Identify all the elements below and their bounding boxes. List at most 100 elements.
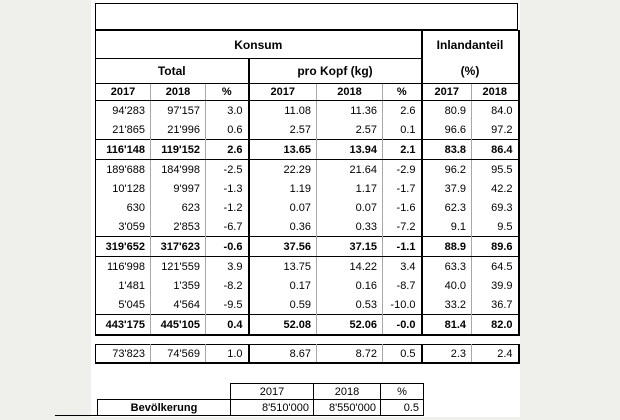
cell: 8.67: [247, 344, 317, 363]
cell: 0.36: [247, 217, 317, 237]
cell: 73'823: [112, 347, 145, 360]
cell: -8.7: [382, 276, 422, 295]
konsum-header: Konsum: [95, 30, 422, 59]
cell: 96.6: [420, 120, 472, 140]
cell: 2.1: [382, 139, 422, 160]
cell: 443'175: [95, 314, 151, 335]
cell: 2.3: [420, 344, 472, 363]
total-header: Total: [95, 58, 249, 84]
cell: 81.4: [420, 314, 472, 335]
cell: 1.19: [247, 179, 317, 198]
cell: 3'059: [118, 220, 145, 233]
table-row: 116'148 119'152 2.6 13.65 13.94 2.1 83.8 86.4: [95, 139, 519, 160]
cell: 96.2: [420, 159, 472, 179]
cell: -10.0: [382, 295, 422, 315]
cell: 0.6: [205, 120, 249, 140]
cell: 11.36: [316, 100, 383, 120]
cell: -0.0: [382, 314, 422, 335]
cell: 39.9: [471, 276, 519, 295]
cropped-border-segment: [55, 415, 97, 416]
cell: 3.9: [205, 256, 249, 276]
cell: 317'623: [150, 236, 206, 257]
cell: 1.17: [316, 179, 383, 198]
cell: -9.5: [205, 295, 249, 315]
cell: 22.29: [247, 159, 317, 179]
cell: 88.9: [420, 236, 472, 257]
cell: 36.7: [471, 295, 519, 315]
cell: 119'152: [150, 139, 206, 160]
cell: 116'998: [107, 260, 145, 273]
cell: 0.33: [316, 217, 383, 237]
cell: 89.6: [471, 236, 519, 257]
cell: 74'569: [150, 344, 206, 363]
cell: 623: [150, 198, 206, 217]
cell: 37.15: [316, 236, 383, 257]
group-header-row: Konsum Inlandanteil: [95, 30, 519, 59]
cell: 10'128: [112, 182, 145, 195]
cell: -1.6: [382, 198, 422, 217]
cell: 14.22: [316, 256, 383, 276]
cell: 8'550'000: [313, 399, 381, 416]
cell: 3.0: [205, 100, 249, 120]
cell: -1.7: [382, 179, 422, 198]
cell: 13.65: [247, 139, 317, 160]
cell: 9.1: [420, 217, 472, 237]
population-label: Bevölkerung: [97, 399, 231, 416]
cell: -2.5: [205, 159, 249, 179]
cell: 1'359: [150, 276, 206, 295]
cell: 9'997: [150, 179, 206, 198]
cell: 64.5: [471, 256, 519, 276]
cell: 630: [126, 201, 145, 214]
table-row: 21'865 21'996 0.6 2.57 2.57 0.1 96.6 97.2: [96, 120, 519, 140]
cell: 0.5: [380, 399, 424, 416]
year-header: 2018: [471, 83, 519, 101]
year-header: 2017: [247, 83, 317, 101]
cell: -0.6: [205, 236, 249, 257]
population-value-row: Bevölkerung 8'510'000 8'550'000 0.5: [97, 399, 424, 416]
cell: 13.94: [316, 139, 383, 160]
table-row: 73'823 74'569 1.0 8.67 8.72 0.5 2.3 2.4: [96, 344, 519, 363]
cell: -1.2: [205, 198, 249, 217]
table-row: 3'059 2'853 -6.7 0.36 0.33 -7.2 9.1 9.5: [96, 217, 519, 237]
cell: 33.2: [420, 295, 472, 315]
percent-header: %: [382, 83, 422, 101]
cell: 83.8: [420, 139, 472, 160]
extra-row-body: 73'823 74'569 1.0 8.67 8.72 0.5 2.3 2.4: [96, 344, 519, 363]
population-table: 2017 2018 % Bevölkerung 8'510'000 8'550'…: [97, 383, 424, 416]
year-header: 2018: [313, 383, 381, 400]
subgroup-header-row: Total pro Kopf (kg) (%): [95, 58, 519, 84]
cell: 8'510'000: [230, 399, 314, 416]
cell: 1'481: [118, 279, 145, 292]
cell: 62.3: [420, 198, 472, 217]
cell: 2.57: [247, 120, 317, 140]
cell: 21'865: [112, 123, 145, 136]
cell: 84.0: [471, 100, 519, 120]
cell: 69.3: [471, 198, 519, 217]
cell: 94'283: [112, 104, 145, 117]
cell: 13.75: [247, 256, 317, 276]
table-row: 1'481 1'359 -8.2 0.17 0.16 -8.7 40.0 39.9: [96, 276, 519, 295]
cell: 0.07: [316, 198, 383, 217]
cell: 0.4: [205, 314, 249, 335]
cell: 445'105: [150, 314, 206, 335]
year-header: 2018: [150, 83, 206, 101]
cell: 2.6: [382, 100, 422, 120]
cell: 0.07: [247, 198, 317, 217]
cell: 9.5: [471, 217, 519, 237]
cell: 319'652: [95, 236, 151, 257]
year-header: 2017: [95, 83, 151, 101]
cell: 116'148: [95, 139, 151, 160]
cell: 0.53: [316, 295, 383, 315]
extra-row-table: 73'823 74'569 1.0 8.67 8.72 0.5 2.3 2.4: [95, 344, 520, 364]
table-row: 189'688 184'998 -2.5 22.29 21.64 -2.9 96.2 95.5: [96, 159, 519, 179]
cell: 0.16: [316, 276, 383, 295]
percent-header: %: [380, 383, 424, 400]
cell: 37.9: [420, 179, 472, 198]
cell: 2.57: [316, 120, 383, 140]
cell: -8.2: [205, 276, 249, 295]
cell: 37.56: [247, 236, 317, 257]
cell: 0.5: [382, 344, 422, 363]
cell: 184'998: [150, 159, 206, 179]
blank-cell: [98, 384, 231, 400]
